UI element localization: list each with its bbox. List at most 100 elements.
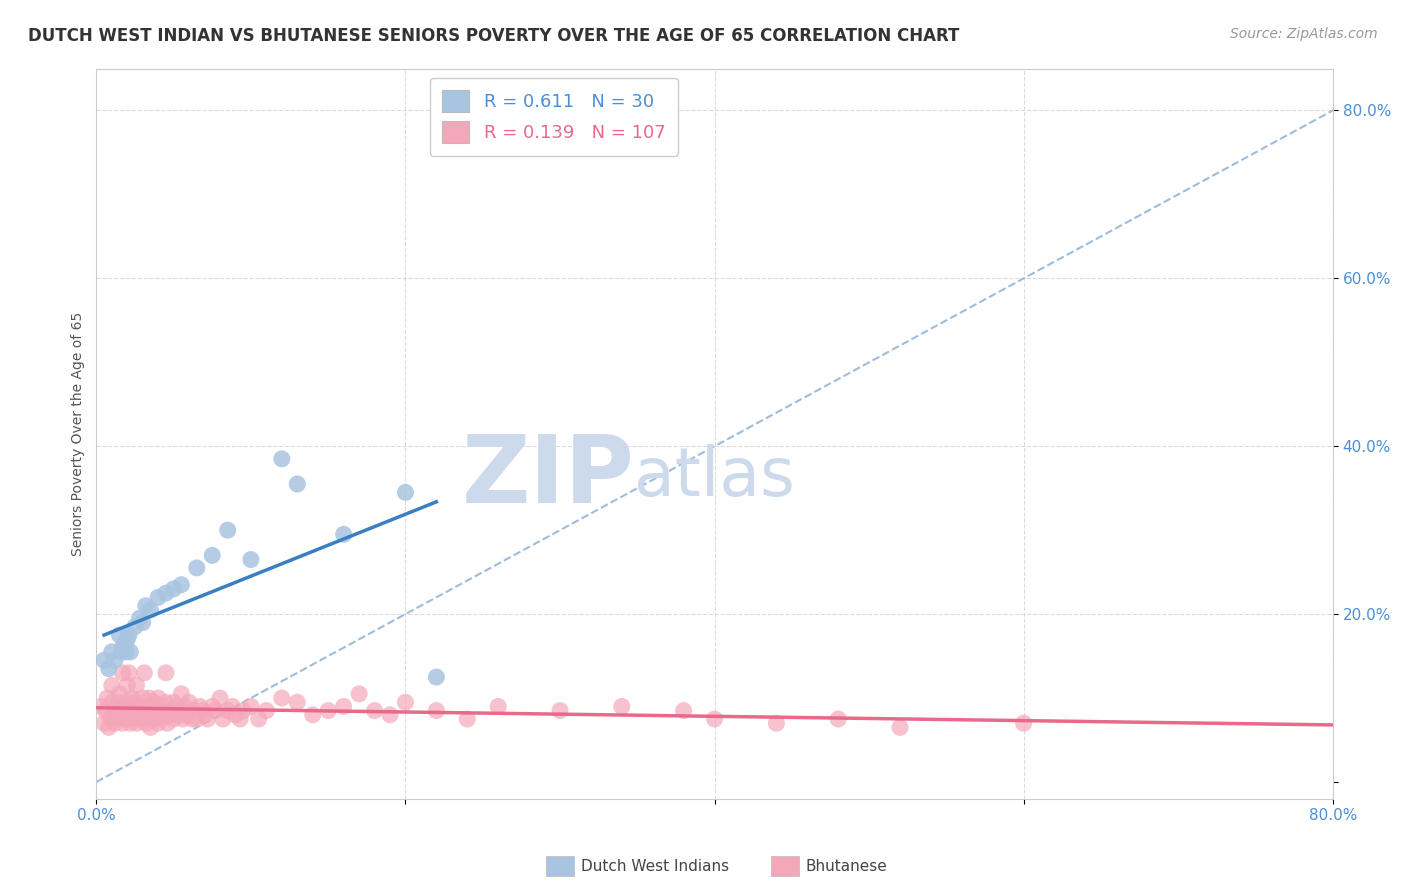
Point	[112, 636, 135, 650]
Point	[101, 695, 124, 709]
Point	[186, 561, 208, 575]
Point	[112, 699, 135, 714]
Point	[239, 699, 262, 714]
Point	[97, 720, 120, 734]
Point	[221, 699, 243, 714]
Point	[247, 712, 270, 726]
Point	[132, 615, 155, 630]
Point	[104, 699, 127, 714]
Point	[110, 707, 132, 722]
Point	[672, 704, 695, 718]
Point	[167, 707, 190, 722]
Point	[157, 707, 180, 722]
Point	[138, 712, 160, 726]
Point	[118, 628, 141, 642]
Point	[270, 451, 292, 466]
Point	[425, 670, 447, 684]
Point	[183, 704, 205, 718]
Point	[162, 712, 184, 726]
Text: DUTCH WEST INDIAN VS BHUTANESE SENIORS POVERTY OVER THE AGE OF 65 CORRELATION CH: DUTCH WEST INDIAN VS BHUTANESE SENIORS P…	[28, 27, 959, 45]
Point	[117, 678, 139, 692]
Point	[142, 695, 165, 709]
Point	[170, 704, 193, 718]
Point	[146, 691, 169, 706]
Point	[97, 662, 120, 676]
Point	[486, 699, 509, 714]
Point	[172, 712, 194, 726]
Point	[128, 712, 150, 726]
Point	[111, 665, 134, 680]
Point	[232, 704, 254, 718]
Point	[145, 704, 167, 718]
Text: Dutch West Indians: Dutch West Indians	[581, 859, 730, 873]
Point	[212, 712, 235, 726]
Text: Source: ZipAtlas.com: Source: ZipAtlas.com	[1230, 27, 1378, 41]
Point	[108, 695, 131, 709]
Point	[155, 665, 177, 680]
Point	[181, 712, 204, 726]
Point	[170, 687, 193, 701]
Point	[149, 699, 172, 714]
Point	[114, 645, 136, 659]
Point	[135, 704, 157, 718]
Point	[270, 691, 292, 706]
Point	[111, 716, 134, 731]
Point	[117, 632, 139, 647]
Point	[332, 699, 354, 714]
Point	[139, 603, 162, 617]
Point	[610, 699, 633, 714]
Point	[347, 687, 370, 701]
Point	[141, 707, 163, 722]
Point	[128, 611, 150, 625]
Point	[889, 720, 911, 734]
Point	[162, 582, 184, 596]
Point	[394, 695, 416, 709]
Point	[124, 620, 146, 634]
Point	[150, 712, 173, 726]
Point	[110, 645, 132, 659]
Point	[135, 716, 157, 731]
Point	[108, 628, 131, 642]
Point	[188, 699, 211, 714]
Point	[156, 716, 179, 731]
Point	[143, 712, 166, 726]
Legend: R = 0.611   N = 30, R = 0.139   N = 107: R = 0.611 N = 30, R = 0.139 N = 107	[430, 78, 678, 156]
Point	[121, 699, 143, 714]
Point	[146, 716, 169, 731]
Point	[332, 527, 354, 541]
Point	[117, 695, 139, 709]
Point	[118, 707, 141, 722]
Point	[378, 707, 401, 722]
Point	[152, 704, 174, 718]
Point	[186, 712, 208, 726]
Point	[765, 716, 787, 731]
Point	[204, 704, 226, 718]
Point	[129, 704, 152, 718]
Point	[155, 695, 177, 709]
Point	[208, 691, 231, 706]
Point	[162, 695, 184, 709]
Point	[93, 716, 115, 731]
Point	[548, 704, 571, 718]
Point	[105, 712, 128, 726]
Y-axis label: Seniors Poverty Over the Age of 65: Seniors Poverty Over the Age of 65	[72, 311, 86, 556]
Point	[101, 678, 124, 692]
Point	[217, 704, 239, 718]
Point	[254, 704, 277, 718]
Point	[201, 549, 224, 563]
Point	[229, 712, 252, 726]
Point	[120, 716, 142, 731]
Point	[104, 716, 127, 731]
Point	[159, 704, 181, 718]
Point	[94, 704, 117, 718]
Point	[125, 716, 148, 731]
Point	[132, 691, 155, 706]
Point	[112, 704, 135, 718]
Point	[98, 712, 121, 726]
Point	[122, 712, 145, 726]
Point	[217, 523, 239, 537]
Point	[136, 699, 159, 714]
Point	[101, 645, 124, 659]
Point	[124, 695, 146, 709]
Point	[139, 720, 162, 734]
